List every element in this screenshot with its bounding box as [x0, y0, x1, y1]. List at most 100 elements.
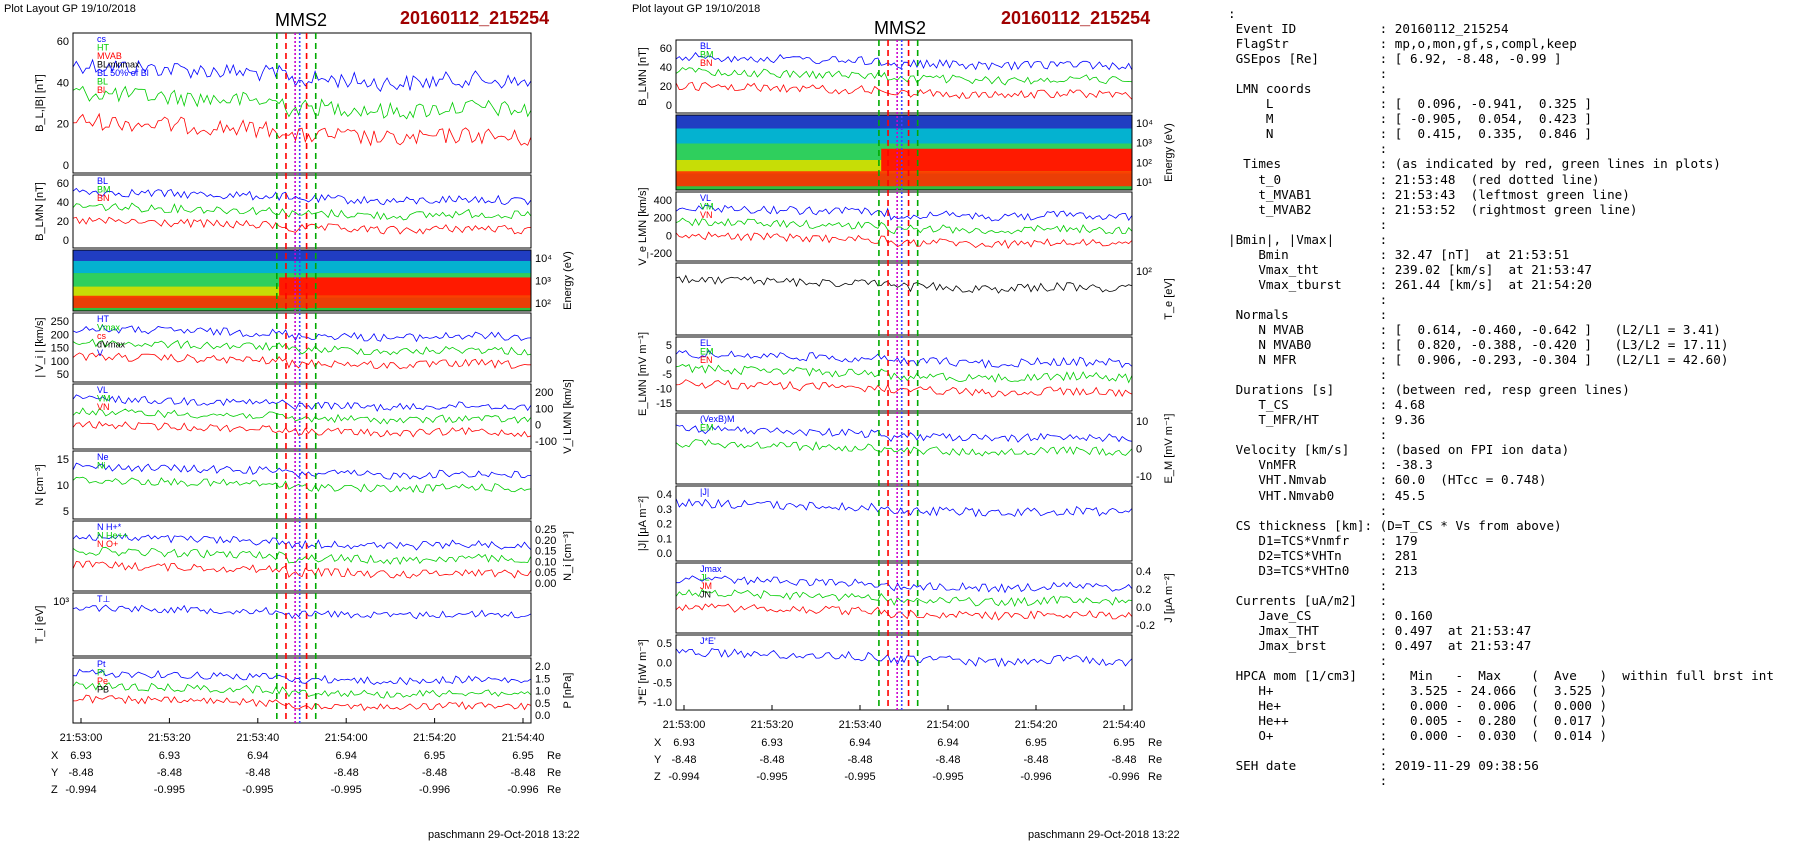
trace-HT	[72, 85, 532, 120]
info-line: D2=TCS*VHTn : 281	[1228, 547, 1418, 563]
legend-entry: cs	[97, 331, 107, 341]
info-line: SEH date : 2019-11-29 09:38:56	[1228, 758, 1539, 774]
right-tick-label: 200	[535, 387, 553, 399]
pos-value: 6.93	[673, 737, 694, 749]
right-tick-label: 10¹	[1136, 177, 1152, 189]
pos-value: 6.94	[247, 750, 268, 762]
spectrogram-band-1	[676, 128, 1132, 144]
pos-value: -0.996	[1108, 771, 1139, 783]
pos-row-label: Z	[51, 784, 58, 796]
trace-MVAB	[72, 112, 532, 147]
trace-BM	[675, 67, 1133, 86]
legend-entry: VL	[97, 385, 108, 395]
right-tick-label: 0.20	[535, 535, 556, 547]
panel-frame	[72, 174, 532, 249]
right-tick-label: -100	[535, 436, 557, 448]
legend-entry: Ni	[97, 461, 106, 471]
spectrogram-band-1	[73, 260, 531, 274]
right-axis-label: Energy (eV)	[1163, 123, 1175, 182]
right-axis-label: Energy (eV)	[562, 251, 574, 310]
y-tick-label: -15	[656, 398, 672, 410]
mid-plot-title: MMS2	[874, 18, 927, 38]
pos-value: 6.95	[1113, 737, 1134, 749]
legend-entry: VM	[700, 202, 714, 212]
info-line: Currents [uA/m2] :	[1228, 592, 1388, 608]
legend-entry: Ne	[97, 452, 109, 462]
pos-unit: Re	[1148, 737, 1162, 749]
trace-VL	[72, 394, 532, 412]
trace-cs	[72, 352, 531, 370]
trace--J-	[675, 498, 1133, 518]
pos-value: -8.48	[847, 754, 872, 766]
legend-entry: JN	[700, 590, 711, 600]
info-line: :	[1228, 291, 1388, 307]
right-tick-label: 0.2	[1136, 584, 1151, 596]
info-line: CS thickness [km]: (D=T_CS * Vs from abo…	[1228, 517, 1562, 533]
y-tick-label: 150	[51, 343, 69, 355]
trace-Vmax	[72, 338, 532, 356]
legend-entry: N H+*	[97, 522, 122, 532]
pos-value: -0.995	[242, 784, 273, 796]
y-tick-label: 20	[57, 119, 69, 131]
info-line: Bmin : 32.47 [nT] at 21:53:51	[1228, 246, 1570, 262]
spectrogram-band-4	[676, 171, 1132, 187]
trace-J-E-	[675, 648, 1133, 668]
legend-entry: EM	[700, 347, 714, 357]
y-tick-label: 40	[57, 77, 69, 89]
y-tick-label: 60	[57, 178, 69, 190]
y-axis-label: |J| [μA m⁻²]	[637, 496, 649, 551]
time-tick-label: 21:54:20	[413, 732, 456, 744]
y-axis-label: | V_i | [km/s]	[34, 317, 46, 377]
panel-frame	[72, 592, 532, 657]
y-tick-label: 60	[57, 36, 69, 48]
pos-row-label: X	[51, 750, 59, 762]
spectrogram-hot-region	[279, 277, 531, 296]
panel-frame	[675, 336, 1133, 412]
right-axis-label: J [μA m⁻²]	[1163, 573, 1175, 622]
time-tick-label: 21:54:00	[927, 719, 970, 731]
panel-frame	[675, 191, 1133, 262]
right-tick-label: 0.4	[1136, 566, 1151, 578]
time-tick-label: 21:54:40	[1103, 719, 1146, 731]
panel-frame	[72, 312, 532, 383]
info-line: H+ : 3.525 - 24.066 ( 3.525 )	[1228, 683, 1608, 699]
spectrogram-band-4	[73, 295, 531, 308]
spectrogram-band-0	[73, 250, 531, 261]
pos-value: -0.995	[844, 771, 875, 783]
y-tick-label: 0.4	[657, 489, 672, 501]
pos-value: -8.48	[759, 754, 784, 766]
pos-value: -8.48	[245, 767, 270, 779]
right-axis-label: V_i LMN [km/s]	[562, 379, 574, 454]
mid-panel-1: 10⁴ 10³ 10² 10¹ Energy (eV)	[675, 114, 1175, 191]
legend-entry: Pi	[97, 668, 105, 678]
right-tick-label: 10³	[535, 276, 551, 288]
pos-unit: Re	[547, 784, 561, 796]
info-line: HPCA mom [1/cm3] : Min - Max ( Ave ) wit…	[1228, 668, 1774, 684]
y-axis-label: J*E' [nW m⁻³]	[637, 639, 649, 706]
pos-value: 6.95	[424, 750, 445, 762]
pos-value: -0.994	[668, 771, 699, 783]
y-tick-label: 40	[660, 62, 672, 74]
info-line: :	[1228, 653, 1388, 669]
info-line: N MVAB : [ 0.614, -0.460, -0.642 ] (L2/L…	[1228, 321, 1721, 337]
legend-entry: |J|	[700, 487, 709, 497]
panel-frame	[675, 114, 1133, 191]
trace-Pt	[72, 668, 532, 686]
info-line: He+ : 0.000 - 0.006 ( 0.000 )	[1228, 698, 1608, 714]
legend-entry: VL	[700, 193, 711, 203]
legend-entry: Vmax	[97, 323, 121, 333]
right-axis-label: E_M [mV m⁻¹]	[1163, 414, 1175, 484]
trace-VM	[72, 407, 532, 425]
right-tick-label: -0.2	[1136, 620, 1155, 632]
info-line: Durations [s] : (between red, resp green…	[1228, 382, 1630, 398]
pos-value: -8.48	[422, 767, 447, 779]
trace-N-He-	[72, 546, 532, 566]
panel-frame	[675, 262, 1133, 336]
trace-T-	[72, 604, 532, 620]
legend-entry: VM	[97, 394, 111, 404]
